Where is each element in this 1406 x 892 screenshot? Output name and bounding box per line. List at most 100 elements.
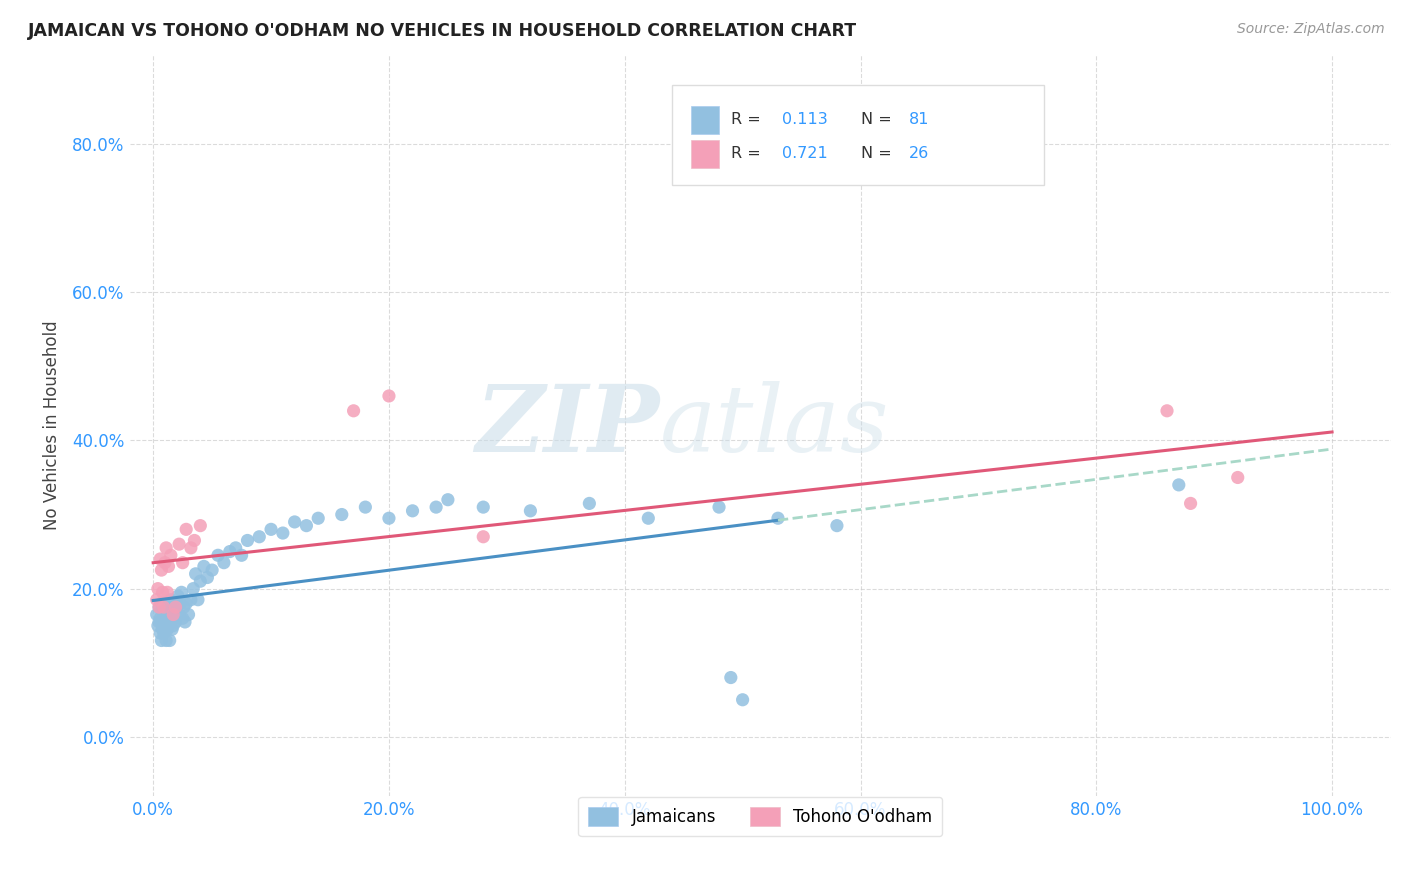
Point: [153, 556, 176, 570]
Point: [153, 604, 176, 618]
Point: [201, 563, 224, 577]
Point: [146, 618, 169, 632]
Point: [152, 600, 174, 615]
Point: [1167, 478, 1189, 492]
Point: [152, 585, 174, 599]
Point: [172, 611, 194, 625]
Point: [160, 604, 183, 618]
Point: [157, 600, 180, 615]
Point: [163, 597, 186, 611]
Point: [153, 611, 176, 625]
Point: [150, 597, 173, 611]
Y-axis label: No Vehicles in Household: No Vehicles in Household: [44, 321, 60, 531]
Point: [193, 559, 215, 574]
Point: [162, 607, 184, 622]
Point: [149, 552, 172, 566]
Point: [145, 607, 167, 622]
Point: [342, 404, 364, 418]
Text: R =: R =: [731, 112, 766, 127]
Point: [159, 611, 181, 625]
Point: [519, 504, 541, 518]
Point: [167, 537, 190, 551]
Point: [153, 623, 176, 637]
Point: [184, 566, 207, 581]
Text: Source: ZipAtlas.com: Source: ZipAtlas.com: [1237, 22, 1385, 37]
Point: [173, 600, 195, 615]
Text: 0.113: 0.113: [782, 112, 828, 127]
Text: atlas: atlas: [659, 381, 889, 471]
Point: [156, 623, 179, 637]
Point: [160, 623, 183, 637]
FancyBboxPatch shape: [690, 105, 718, 134]
Point: [188, 518, 211, 533]
Point: [148, 600, 170, 615]
Point: [157, 615, 180, 629]
Point: [181, 582, 204, 596]
Point: [152, 597, 174, 611]
Point: [160, 549, 183, 563]
Point: [183, 533, 205, 548]
Point: [150, 633, 173, 648]
Point: [330, 508, 353, 522]
Point: [174, 615, 197, 629]
Point: [148, 600, 170, 615]
Point: [401, 504, 423, 518]
Point: [165, 600, 187, 615]
Point: [207, 549, 229, 563]
Point: [295, 518, 318, 533]
Point: [720, 671, 742, 685]
Point: [149, 626, 172, 640]
Point: [180, 592, 202, 607]
Point: [378, 389, 401, 403]
Point: [437, 492, 460, 507]
Point: [152, 626, 174, 640]
Point: [167, 607, 190, 622]
Point: [160, 592, 183, 607]
Point: [155, 541, 177, 555]
Point: [218, 544, 240, 558]
Point: [1180, 496, 1202, 510]
Text: 0.721: 0.721: [782, 146, 828, 161]
Point: [148, 615, 170, 629]
Point: [825, 518, 848, 533]
Point: [225, 541, 247, 555]
Point: [169, 597, 191, 611]
Point: [1156, 404, 1178, 418]
Point: [187, 592, 209, 607]
Text: 26: 26: [910, 146, 929, 161]
Point: [146, 582, 169, 596]
Point: [160, 615, 183, 629]
Text: R =: R =: [731, 146, 766, 161]
Point: [170, 585, 193, 599]
Point: [260, 522, 283, 536]
Point: [766, 511, 789, 525]
Point: [157, 559, 180, 574]
Point: [159, 633, 181, 648]
Point: [163, 611, 186, 625]
Point: [731, 692, 754, 706]
Text: 81: 81: [910, 112, 929, 127]
Point: [166, 600, 188, 615]
Point: [160, 611, 183, 625]
FancyBboxPatch shape: [690, 140, 718, 168]
Point: [174, 597, 197, 611]
Point: [212, 556, 235, 570]
Point: [149, 611, 172, 625]
Point: [578, 496, 600, 510]
Point: [165, 615, 187, 629]
Point: [150, 563, 173, 577]
Point: [707, 500, 730, 515]
Point: [231, 549, 253, 563]
Point: [156, 607, 179, 622]
Point: [155, 633, 177, 648]
Point: [307, 511, 329, 525]
Point: [162, 618, 184, 632]
Point: [152, 607, 174, 622]
Point: [271, 526, 294, 541]
Point: [247, 530, 270, 544]
Point: [197, 570, 219, 584]
Point: [177, 607, 200, 622]
Point: [152, 623, 174, 637]
Point: [236, 533, 259, 548]
Point: [284, 515, 307, 529]
